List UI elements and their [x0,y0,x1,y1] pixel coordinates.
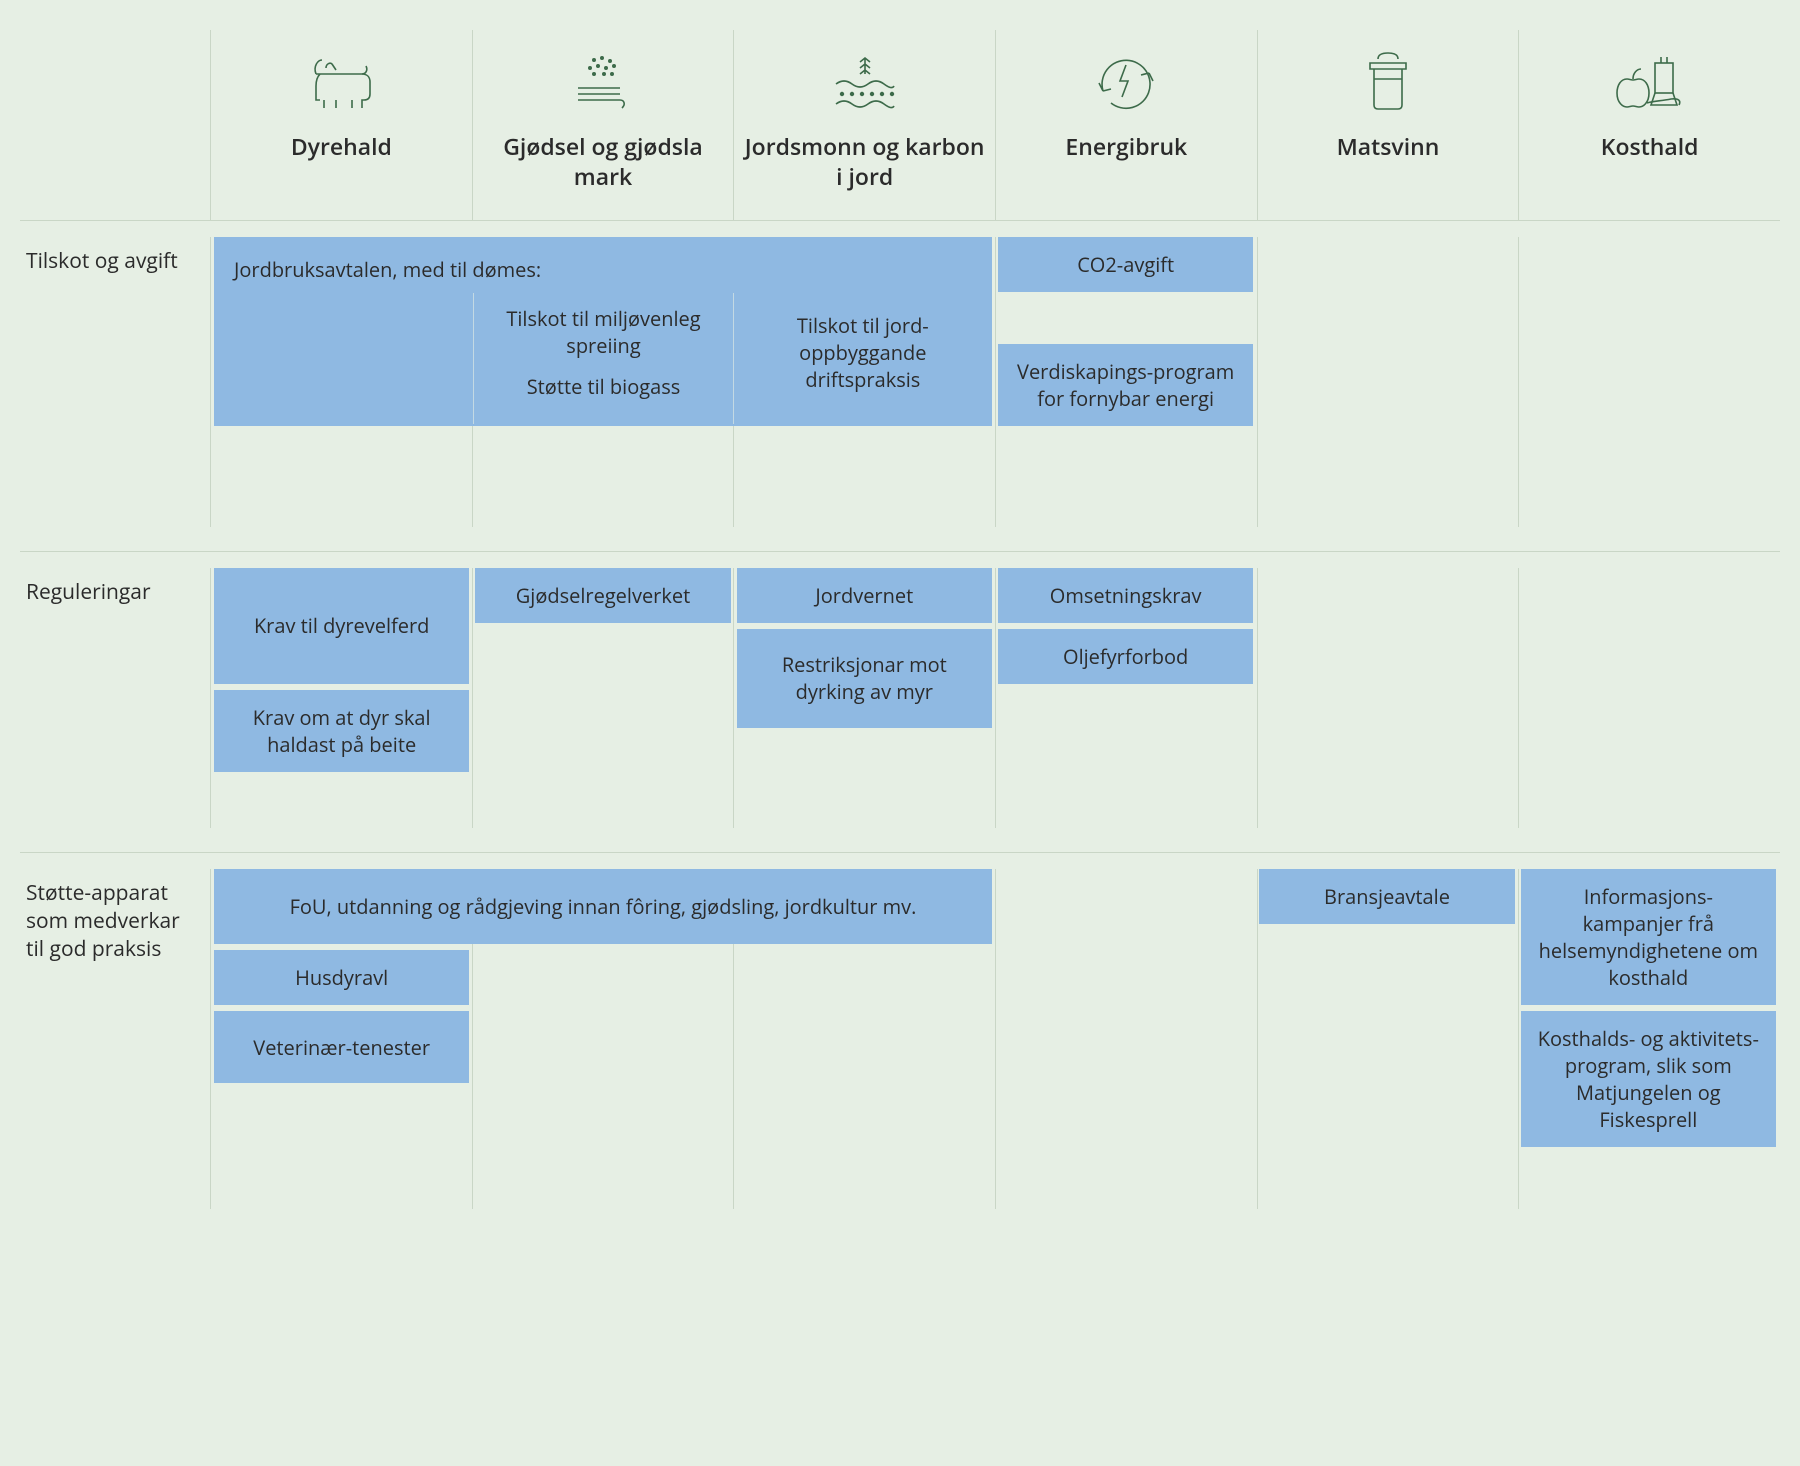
empty-cell [998,298,1253,338]
cell-text: Gjødselregelverket [516,582,690,609]
cell-text: Jordbruksavtalen, med til dømes: [214,238,992,293]
section-reguleringar: Reguleringar Krav til dyrevelferd Gjødse… [20,552,1780,853]
empty-cell [998,690,1253,720]
cell-info-kampanjer: Informasjons-kampanjer frå helsemyndighe… [1521,869,1776,1005]
col-label: Matsvinn [1337,132,1440,162]
cell-krav-dyrevelferd: Krav til dyrevelferd [214,568,469,684]
sub-col-2: Tilskot til miljøvenleg spreiing Støtte … [473,293,732,424]
cell-bransjeavtale: Bransjeavtale [1259,869,1514,924]
cow-icon [302,50,380,114]
cell-text: Støtte til biogass [490,373,716,400]
cell-text: Krav om at dyr skal haldast på beite [228,704,455,758]
section-cells: Jordbruksavtalen, med til dømes: Tilskot… [210,237,1780,527]
soil-icon [826,50,904,114]
manure-icon [564,50,642,114]
cell-text: Tilskot til miljøvenleg spreiing [490,305,716,359]
cell-husdyravl: Husdyravl [214,950,469,1005]
policy-matrix: Dyrehald Gjødsel og gjødsla mark [20,30,1780,1233]
sub-col-3: Tilskot til jord-oppbyggande driftspraks… [733,293,992,424]
cell-co2-avgift: CO2-avgift [998,237,1253,292]
col-header-kosthald: Kosthald [1518,30,1780,220]
col-label: Gjødsel og gjødsla mark [483,132,724,192]
cell-text: Oljefyrforbod [1063,643,1188,670]
cell-text: Informasjons-kampanjer frå helsemyndighe… [1535,883,1762,991]
cell-restriksjonar-myr: Restriksjonar mot dyrking av myr [737,629,992,728]
cell-text: CO2-avgift [1077,251,1174,278]
cell-jordbruksavtalen: Jordbruksavtalen, med til dømes: Tilskot… [214,237,992,426]
col-label: Jordsmonn og karbon i jord [744,132,985,192]
cell-jordvernet: Jordvernet [737,568,992,623]
cell-text: Husdyravl [295,964,388,991]
col-label: Kosthald [1601,132,1699,162]
section-cells: Krav til dyrevelferd Gjødselregelverket … [210,568,1780,828]
cell-text: Veterinær-tenester [253,1034,430,1061]
waste-icon [1358,50,1418,114]
energy-icon [1091,50,1161,114]
section-label: Reguleringar [20,568,210,828]
section-label: Tilskot og avgift [20,237,210,527]
cell-omsetningskrav: Omsetningskrav [998,568,1253,623]
cell-gjodselregelverket: Gjødselregelverket [475,568,730,623]
col-label: Energibruk [1065,132,1187,162]
empty-cell [737,734,992,764]
col-header-gjodsel: Gjødsel og gjødsla mark [472,30,734,220]
sub-col-1 [214,293,473,424]
column-headers: Dyrehald Gjødsel og gjødsla mark [20,30,1780,221]
cell-fou: FoU, utdanning og rådgjeving innan fôrin… [214,869,992,944]
section-tilskot: Tilskot og avgift Jordbruksavtalen, med … [20,221,1780,552]
cell-oljefyrforbod: Oljefyrforbod [998,629,1253,684]
cell-text: Kosthalds- og aktivitets-program, slik s… [1535,1025,1762,1133]
cell-text: Jordvernet [815,582,913,609]
cell-verdiskaping: Verdiskapings-program for fornybar energ… [998,344,1253,426]
cell-kosthalds-program: Kosthalds- og aktivitets-program, slik s… [1521,1011,1776,1147]
section-cells: FoU, utdanning og rådgjeving innan fôrin… [210,869,1780,1209]
col-header-dyrehald: Dyrehald [210,30,472,220]
cell-text: Krav til dyrevelferd [254,612,429,639]
empty-cell [214,1089,469,1129]
col-label: Dyrehald [291,132,392,162]
cell-text: Verdiskapings-program for fornybar energ… [1012,358,1239,412]
cell-krav-beite: Krav om at dyr skal haldast på beite [214,690,469,772]
section-label: Støtte-apparat som medverkar til god pra… [20,869,210,1209]
cell-text: FoU, utdanning og rådgjeving innan fôrin… [290,893,917,920]
header-spacer [20,30,210,220]
cell-text: Restriksjonar mot dyrking av myr [751,651,978,705]
diet-icon [1611,50,1689,114]
cell-text: Omsetningskrav [1050,582,1202,609]
col-header-energibruk: Energibruk [995,30,1257,220]
section-stotteapparat: Støtte-apparat som medverkar til god pra… [20,853,1780,1233]
cell-text: Tilskot til jord-oppbyggande driftspraks… [750,312,976,393]
col-header-matsvinn: Matsvinn [1257,30,1519,220]
col-header-jordsmonn: Jordsmonn og karbon i jord [733,30,995,220]
cell-veterinaertenester: Veterinær-tenester [214,1011,469,1084]
cell-text: Bransjeavtale [1324,883,1450,910]
